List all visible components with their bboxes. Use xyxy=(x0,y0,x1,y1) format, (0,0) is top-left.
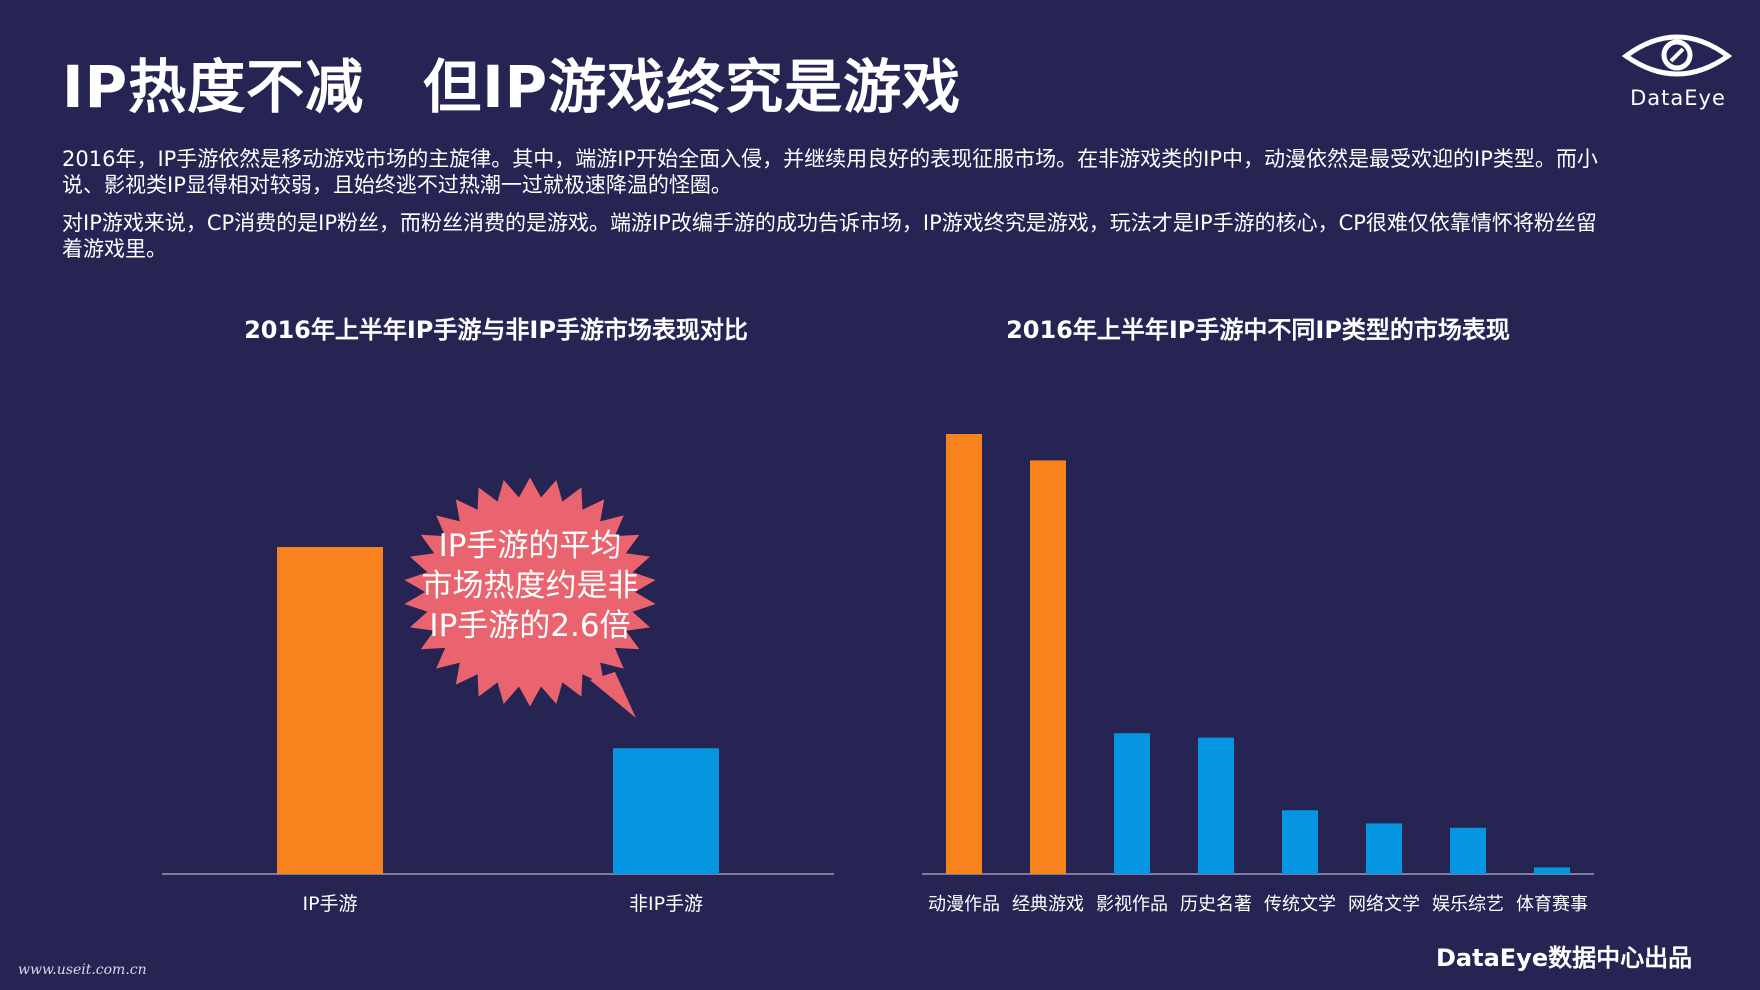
callout-text-line: IP手游的2.6倍 xyxy=(429,608,630,644)
chart-ip-vs-nonip: IP手游 非IP手游 xyxy=(162,547,834,915)
bar xyxy=(1198,737,1234,874)
callout-tail xyxy=(590,672,636,718)
bar xyxy=(1366,823,1402,874)
x-tick-label: 非IP手游 xyxy=(629,893,703,915)
callout-text-line: IP手游的平均 xyxy=(439,528,622,564)
callout-shape xyxy=(404,477,656,707)
x-tick-label: 网络文学 xyxy=(1348,894,1420,915)
source-url: www.useit.com.cn xyxy=(18,962,147,978)
bar xyxy=(946,434,982,874)
x-tick-label: 经典游戏 xyxy=(1012,894,1084,915)
logo-text: DataEye xyxy=(1630,86,1726,110)
x-tick-label: 动漫作品 xyxy=(928,894,1000,915)
intro-paragraph: 2016年，IP手游依然是移动游戏市场的主旋律。其中，端游IP开始全面入侵，并继… xyxy=(62,147,1598,197)
chart-title-ip-types: 2016年上半年IP手游中不同IP类型的市场表现 xyxy=(1006,316,1510,344)
bar xyxy=(1282,810,1318,874)
chart-title-ip-vs-nonip: 2016年上半年IP手游与非IP手游市场表现对比 xyxy=(244,316,748,344)
credit-text: DataEye数据中心出品 xyxy=(1436,944,1693,972)
bar xyxy=(277,547,383,874)
x-tick-label: 影视作品 xyxy=(1096,894,1168,915)
x-tick-label: 体育赛事 xyxy=(1516,894,1588,915)
callout-text-line: 市场热度约是非 xyxy=(422,568,639,604)
x-tick-label: 历史名著 xyxy=(1180,894,1252,915)
x-tick-label: IP手游 xyxy=(302,893,357,915)
bar xyxy=(1450,827,1486,874)
x-tick-label: 娱乐综艺 xyxy=(1432,894,1504,915)
bar xyxy=(1114,733,1150,874)
bar xyxy=(1534,867,1570,874)
x-tick-label: 传统文学 xyxy=(1264,894,1336,915)
bar xyxy=(1030,460,1066,874)
insight-paragraph: 对IP游戏来说，CP消费的是IP粉丝，而粉丝消费的是游戏。端游IP改编手游的成功… xyxy=(62,211,1597,261)
page-title: IP热度不减 但IP游戏终究是游戏 xyxy=(62,53,962,121)
eye-icon xyxy=(1622,34,1732,77)
bar xyxy=(613,748,719,874)
chart-ip-types: 动漫作品 经典游戏 影视作品 历史名著 传统文学 网络文学 娱乐综艺 体育赛事 xyxy=(922,434,1594,915)
